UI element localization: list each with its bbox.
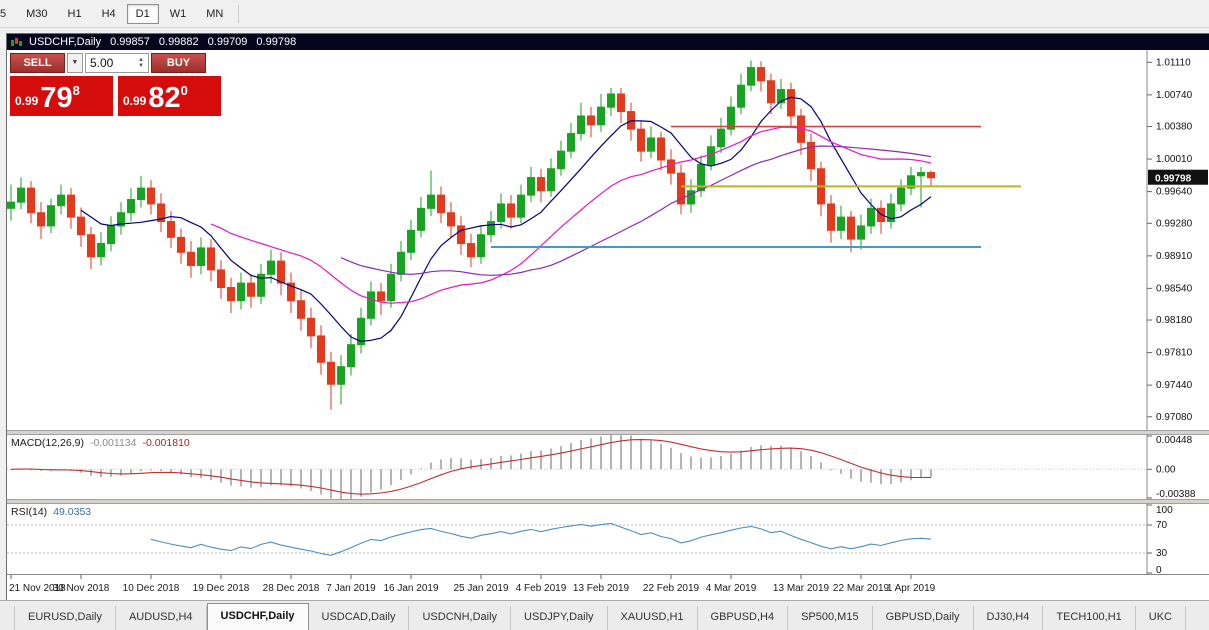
- chart-tab-usdcnh-daily[interactable]: USDCNH,Daily: [409, 606, 512, 630]
- rsi-value: 49.0353: [53, 506, 92, 518]
- chart-tab-usdjpy-daily[interactable]: USDJPY,Daily: [511, 606, 608, 630]
- svg-text:21 Nov 2018: 21 Nov 2018: [9, 583, 66, 594]
- svg-text:13 Feb 2019: 13 Feb 2019: [573, 583, 630, 594]
- svg-text:0.98910: 0.98910: [1156, 251, 1193, 262]
- svg-text:1.00010: 1.00010: [1156, 154, 1193, 165]
- svg-text:0.98540: 0.98540: [1156, 283, 1193, 294]
- svg-text:70: 70: [1156, 520, 1168, 531]
- sell-price-prefix: 0.99: [15, 94, 39, 108]
- tf-button-W1[interactable]: W1: [169, 7, 187, 20]
- volume-dropdown-button[interactable]: ▼: [67, 53, 83, 73]
- macd-chart-svg[interactable]: 0.00448 0.00 -0.00388: [7, 435, 1209, 499]
- sell-price-pip: 8: [72, 83, 80, 98]
- svg-text:16 Jan 2019: 16 Jan 2019: [383, 583, 438, 594]
- chart-tab-sp500-m15[interactable]: SP500,M15: [788, 606, 873, 630]
- chart-tab-tech100-h1[interactable]: TECH100,H1: [1043, 606, 1136, 630]
- chart-tab-ukc[interactable]: UKC: [1136, 606, 1186, 630]
- price-chart-panel: 1.01110 1.00740 1.00380 1.00010 0.99640 0.992…: [7, 50, 1209, 430]
- tf-button-D1[interactable]: D1: [126, 3, 159, 24]
- volume-down-icon[interactable]: ▼: [138, 63, 144, 69]
- svg-text:-0.00388: -0.00388: [1156, 489, 1196, 499]
- ohlc-high: 0.99882: [158, 36, 199, 48]
- sell-price-box[interactable]: 0.99 79 8: [10, 76, 113, 116]
- chart-tab-gbpusd-h4[interactable]: GBPUSD,H4: [698, 606, 789, 630]
- volume-stepper: ▲ ▼: [85, 53, 149, 73]
- chart-window: USDCHF,Daily 0.99857 0.99882 0.99709 0.9…: [6, 33, 1209, 605]
- svg-text:0.99280: 0.99280: [1156, 218, 1193, 229]
- svg-text:1 Apr 2019: 1 Apr 2019: [887, 583, 936, 594]
- svg-text:28 Dec 2018: 28 Dec 2018: [263, 583, 320, 594]
- svg-text:0.98180: 0.98180: [1156, 315, 1193, 326]
- tf-button-H4[interactable]: H4: [101, 7, 116, 20]
- svg-text:1.01110: 1.01110: [1156, 57, 1191, 68]
- buy-price-pip: 0: [180, 83, 188, 98]
- rsi-panel: RSI(14) 49.0353 100 70 30 0: [7, 504, 1209, 574]
- svg-text:0.97440: 0.97440: [1156, 380, 1193, 391]
- svg-text:22 Feb 2019: 22 Feb 2019: [643, 583, 700, 594]
- macd-label: MACD(12,26,9) -0.001134 -0.001810: [11, 437, 190, 449]
- chart-tab-dj30-h4[interactable]: DJ30,H4: [974, 606, 1044, 630]
- time-axis[interactable]: 21 Nov 2018 30 Nov 2018 10 Dec 2018 19 Dec …: [7, 574, 1209, 605]
- ohlc-open: 0.99857: [110, 36, 150, 48]
- svg-text:22 Mar 2019: 22 Mar 2019: [833, 583, 890, 594]
- svg-text:10 Dec 2018: 10 Dec 2018: [123, 583, 180, 594]
- svg-text:13 Mar 2019: 13 Mar 2019: [773, 583, 830, 594]
- timeframe-toolbar: 5 M30 H1 H4 D1 W1 MN: [0, 0, 1209, 28]
- volume-up-icon[interactable]: ▲: [138, 57, 144, 63]
- macd-signal-value: -0.001810: [142, 437, 190, 449]
- svg-text:0.97080: 0.97080: [1156, 412, 1193, 423]
- macd-panel: MACD(12,26,9) -0.001134 -0.001810 0.00448 0…: [7, 435, 1209, 499]
- svg-text:1.00380: 1.00380: [1156, 122, 1193, 133]
- svg-text:0.97810: 0.97810: [1156, 348, 1193, 359]
- svg-text:4 Mar 2019: 4 Mar 2019: [706, 583, 757, 594]
- ohlc-close: 0.99798: [256, 36, 297, 48]
- svg-text:0.00448: 0.00448: [1156, 435, 1193, 446]
- sell-button[interactable]: SELL: [10, 53, 65, 73]
- svg-text:7 Jan 2019: 7 Jan 2019: [326, 583, 376, 594]
- svg-text:30 Nov 2018: 30 Nov 2018: [53, 583, 110, 594]
- chart-tab-usdcad-daily[interactable]: USDCAD,Daily: [309, 606, 410, 630]
- buy-price-big: 82: [148, 82, 181, 114]
- tf-button-5[interactable]: 5: [0, 7, 7, 20]
- chart-tab-audusd-h4[interactable]: AUDUSD,H4: [116, 606, 207, 630]
- svg-text:0: 0: [1156, 565, 1162, 574]
- tf-button-H1[interactable]: H1: [67, 7, 82, 20]
- svg-text:30: 30: [1156, 548, 1168, 559]
- chart-tab-bar: EURUSD,Daily AUDUSD,H4 USDCHF,Daily USDCAD,…: [0, 600, 1209, 630]
- chart-tab-gbpusd-daily[interactable]: GBPUSD,Daily: [873, 606, 974, 630]
- panel-splitter[interactable]: [7, 430, 1209, 435]
- chart-tab-xauusd-h1[interactable]: XAUUSD,H1: [608, 606, 698, 630]
- volume-input[interactable]: [86, 56, 132, 70]
- one-click-trade-panel: SELL ▼ ▲ ▼ BUY 0.99 79 8 0.9: [10, 53, 226, 116]
- price-chart-svg[interactable]: 1.01110 1.00740 1.00380 1.00010 0.99640 0.992…: [7, 50, 1209, 430]
- chart-window-icon: [11, 38, 22, 46]
- svg-text:25 Jan 2019: 25 Jan 2019: [453, 583, 508, 594]
- svg-text:0.99640: 0.99640: [1156, 187, 1193, 198]
- svg-text:19 Dec 2018: 19 Dec 2018: [193, 583, 250, 594]
- svg-text:0.00: 0.00: [1156, 464, 1176, 475]
- chart-tab-eurusd-daily[interactable]: EURUSD,Daily: [14, 606, 116, 630]
- buy-button[interactable]: BUY: [151, 53, 206, 73]
- rsi-label: RSI(14) 49.0353: [11, 506, 92, 518]
- buy-price-prefix: 0.99: [123, 94, 147, 108]
- tf-button-M30[interactable]: M30: [26, 7, 48, 20]
- macd-main-value: -0.001134: [89, 437, 137, 449]
- svg-text:100: 100: [1156, 505, 1173, 516]
- chart-title-bar[interactable]: USDCHF,Daily 0.99857 0.99882 0.99709 0.9…: [7, 34, 1209, 50]
- toolbar-separator: [238, 4, 240, 23]
- svg-text:1.00740: 1.00740: [1156, 90, 1193, 101]
- chart-tab-usdchf-daily[interactable]: USDCHF,Daily: [206, 603, 309, 630]
- buy-price-box[interactable]: 0.99 82 0: [118, 76, 221, 116]
- svg-text:4 Feb 2019: 4 Feb 2019: [516, 583, 567, 594]
- rsi-chart-svg[interactable]: 100 70 30 0: [7, 504, 1209, 574]
- panel-splitter[interactable]: [7, 499, 1209, 504]
- tf-button-MN[interactable]: MN: [206, 7, 224, 20]
- ohlc-low: 0.99709: [207, 36, 248, 48]
- svg-text:0.99798: 0.99798: [1155, 174, 1192, 185]
- chart-symbol-title: USDCHF,Daily: [29, 36, 102, 48]
- sell-price-big: 79: [40, 82, 73, 114]
